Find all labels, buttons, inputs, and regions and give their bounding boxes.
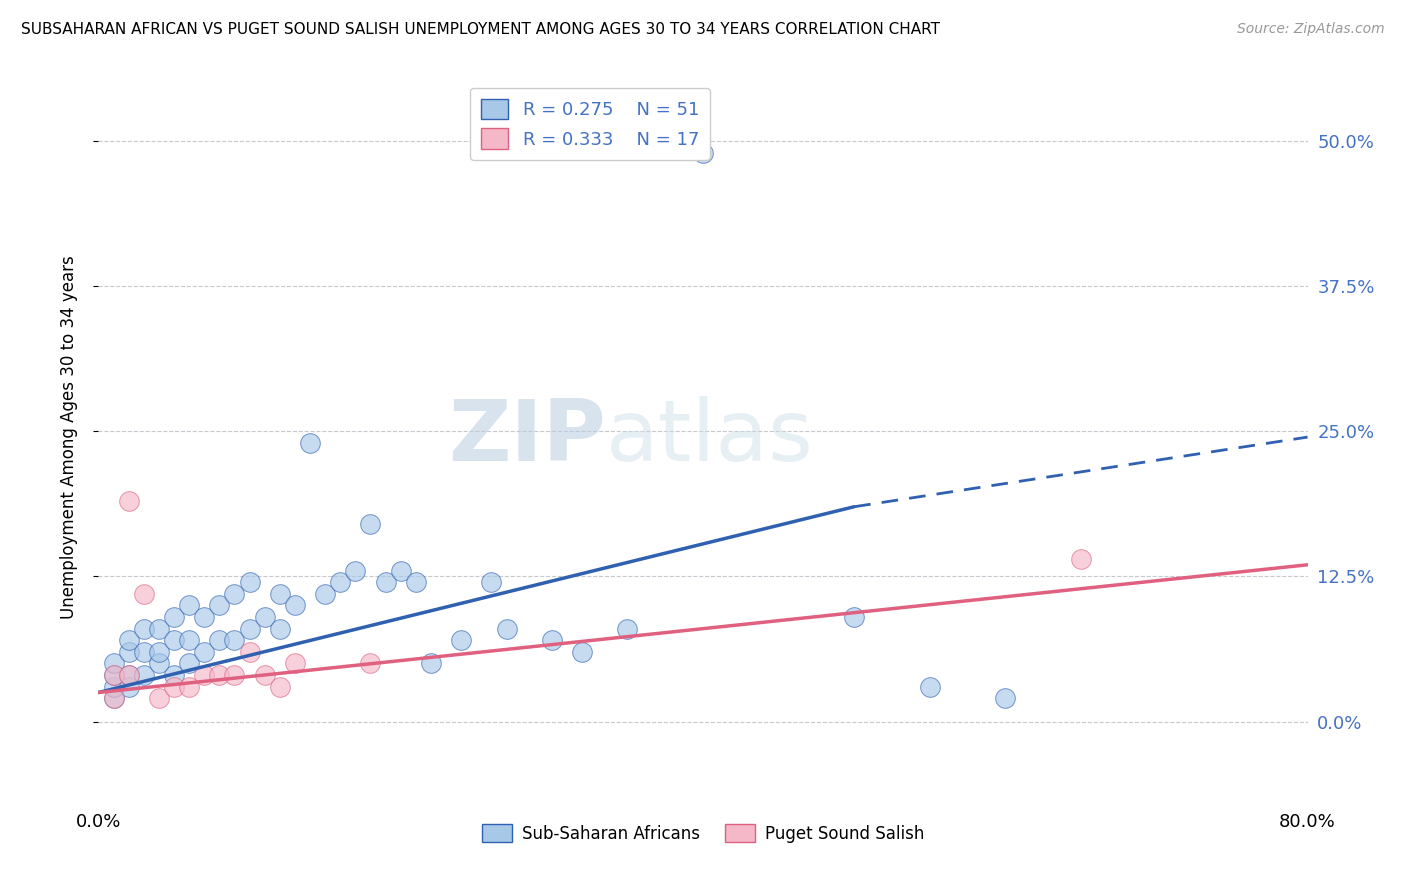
- Text: Source: ZipAtlas.com: Source: ZipAtlas.com: [1237, 22, 1385, 37]
- Point: [103, 691, 125, 706]
- Point: [148, 691, 170, 706]
- Point: [314, 587, 336, 601]
- Point: [179, 633, 201, 648]
- Point: [148, 622, 170, 636]
- Point: [179, 599, 201, 613]
- Point: [163, 668, 186, 682]
- Point: [132, 645, 155, 659]
- Point: [253, 668, 276, 682]
- Point: [571, 645, 593, 659]
- Point: [918, 680, 941, 694]
- Point: [420, 657, 443, 671]
- Point: [118, 668, 141, 682]
- Point: [540, 633, 562, 648]
- Point: [208, 633, 231, 648]
- Point: [118, 633, 141, 648]
- Point: [224, 668, 246, 682]
- Point: [179, 680, 201, 694]
- Point: [179, 657, 201, 671]
- Point: [374, 575, 396, 590]
- Point: [239, 645, 262, 659]
- Point: [163, 610, 186, 624]
- Point: [118, 680, 141, 694]
- Point: [118, 494, 141, 508]
- Point: [692, 145, 714, 160]
- Point: [844, 610, 866, 624]
- Point: [193, 645, 215, 659]
- Point: [481, 575, 503, 590]
- Point: [239, 622, 262, 636]
- Point: [616, 622, 638, 636]
- Point: [389, 564, 412, 578]
- Point: [208, 668, 231, 682]
- Text: SUBSAHARAN AFRICAN VS PUGET SOUND SALISH UNEMPLOYMENT AMONG AGES 30 TO 34 YEARS : SUBSAHARAN AFRICAN VS PUGET SOUND SALISH…: [21, 22, 941, 37]
- Point: [163, 633, 186, 648]
- Legend: Sub-Saharan Africans, Puget Sound Salish: Sub-Saharan Africans, Puget Sound Salish: [475, 818, 931, 849]
- Point: [360, 657, 382, 671]
- Point: [269, 622, 291, 636]
- Point: [193, 668, 215, 682]
- Point: [103, 657, 125, 671]
- Point: [118, 645, 141, 659]
- Point: [405, 575, 427, 590]
- Text: ZIP: ZIP: [449, 395, 606, 479]
- Point: [1070, 552, 1092, 566]
- Point: [148, 645, 170, 659]
- Point: [239, 575, 262, 590]
- Point: [269, 587, 291, 601]
- Point: [118, 668, 141, 682]
- Point: [344, 564, 367, 578]
- Point: [148, 657, 170, 671]
- Point: [132, 668, 155, 682]
- Point: [994, 691, 1017, 706]
- Point: [103, 691, 125, 706]
- Point: [193, 610, 215, 624]
- Point: [329, 575, 352, 590]
- Point: [208, 599, 231, 613]
- Point: [269, 680, 291, 694]
- Point: [224, 587, 246, 601]
- Point: [103, 668, 125, 682]
- Point: [495, 622, 517, 636]
- Point: [103, 680, 125, 694]
- Point: [253, 610, 276, 624]
- Point: [360, 517, 382, 532]
- Point: [299, 436, 322, 450]
- Point: [132, 622, 155, 636]
- Point: [163, 680, 186, 694]
- Y-axis label: Unemployment Among Ages 30 to 34 years: Unemployment Among Ages 30 to 34 years: [59, 255, 77, 619]
- Point: [450, 633, 472, 648]
- Point: [103, 668, 125, 682]
- Point: [132, 587, 155, 601]
- Point: [224, 633, 246, 648]
- Point: [284, 599, 307, 613]
- Point: [284, 657, 307, 671]
- Text: atlas: atlas: [606, 395, 814, 479]
